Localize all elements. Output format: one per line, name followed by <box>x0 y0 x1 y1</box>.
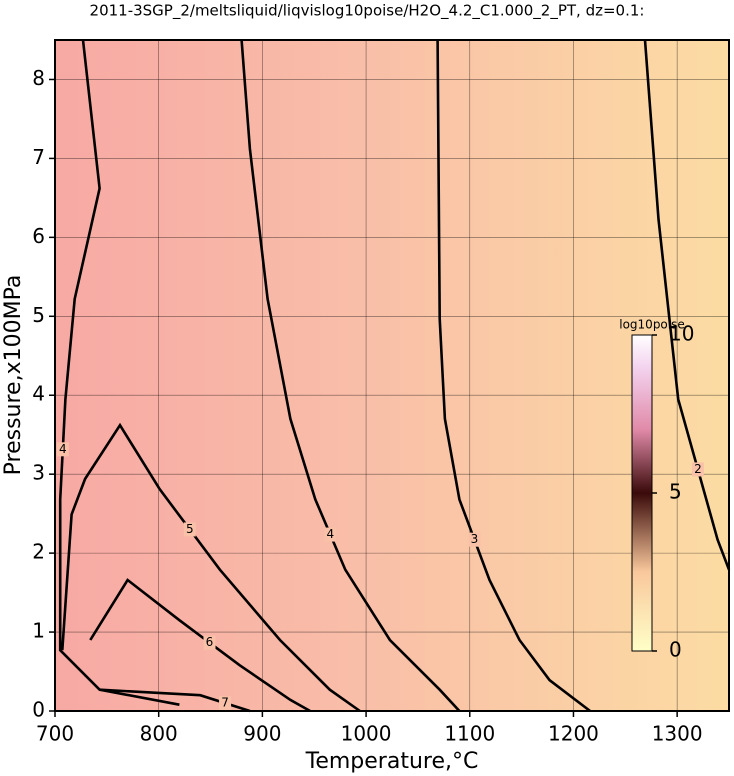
contour-line <box>99 688 251 713</box>
x-tick-label: 1000 <box>341 722 392 746</box>
contour-label: 4 <box>326 527 334 541</box>
chart-title: 2011-3SGP_2/meltsliquid/liqvislog10poise… <box>90 2 645 21</box>
contour-label: 2 <box>694 462 702 476</box>
contour-line <box>61 422 361 713</box>
x-tick-label: 1300 <box>652 722 703 746</box>
colorbar-label: log10poise <box>619 318 685 332</box>
y-tick-label: 3 <box>32 461 45 485</box>
y-tick-label: 7 <box>32 145 45 169</box>
contour-label-bg <box>203 635 216 650</box>
x-tick-label: 1200 <box>548 722 599 746</box>
contour-label-bg <box>219 696 232 711</box>
contour-line <box>643 39 731 571</box>
contour-label-bg <box>183 522 196 537</box>
colorbar-tick-label: 0 <box>669 638 682 662</box>
contour-label: 5 <box>186 522 194 536</box>
y-tick-label: 8 <box>32 66 45 90</box>
contour-label: 7 <box>221 696 229 710</box>
x-tick-label: 700 <box>36 722 74 746</box>
colorbar <box>631 334 653 652</box>
y-tick-label: 6 <box>32 224 45 248</box>
x-tick-label: 900 <box>243 722 281 746</box>
x-axis-label: Temperature,°C <box>305 749 479 774</box>
contour-label: 4 <box>59 442 67 456</box>
contour-label-bg <box>691 462 704 477</box>
y-axis-label: Pressure,x100MPa <box>1 275 26 476</box>
plot-frame <box>54 39 730 712</box>
contour-line <box>240 39 461 712</box>
plot-background <box>55 40 729 711</box>
y-tick-label: 0 <box>32 698 45 722</box>
contour-label-bg <box>468 532 481 547</box>
x-tick-label: 800 <box>140 722 178 746</box>
contour-label-bg <box>56 442 69 457</box>
y-tick-label: 1 <box>32 619 45 643</box>
contour-label-bg <box>324 527 337 542</box>
y-tick-label: 2 <box>32 540 45 564</box>
colorbar-tick-label: 10 <box>669 322 694 346</box>
x-tick-label: 1100 <box>444 722 495 746</box>
contour-label: 3 <box>471 532 479 546</box>
y-tick-label: 5 <box>32 303 45 327</box>
y-tick-label: 4 <box>32 382 45 406</box>
colorbar-tick-label: 5 <box>669 480 682 504</box>
contour-label: 6 <box>206 635 214 649</box>
